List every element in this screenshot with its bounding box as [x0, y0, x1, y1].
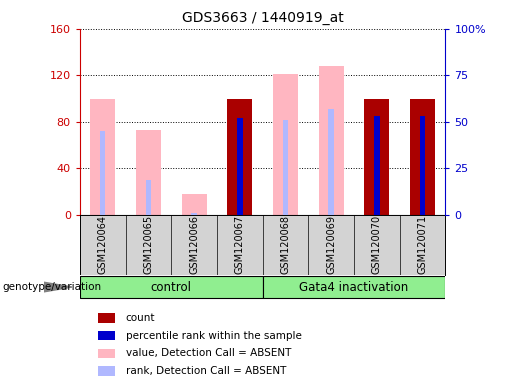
Bar [98, 349, 114, 358]
Bar [273, 74, 298, 215]
Text: GSM120070: GSM120070 [372, 215, 382, 274]
Bar [227, 99, 252, 215]
Text: percentile rank within the sample: percentile rank within the sample [126, 331, 301, 341]
Bar [420, 116, 425, 215]
Bar [283, 120, 288, 215]
Title: GDS3663 / 1440919_at: GDS3663 / 1440919_at [182, 11, 344, 25]
Text: GSM120064: GSM120064 [98, 215, 108, 274]
Bar [98, 331, 114, 341]
Text: rank, Detection Call = ABSENT: rank, Detection Call = ABSENT [126, 366, 286, 376]
Bar [136, 130, 161, 215]
Text: Gata4 inactivation: Gata4 inactivation [299, 281, 409, 293]
Bar [98, 313, 114, 323]
Bar [98, 366, 114, 376]
FancyBboxPatch shape [80, 276, 263, 298]
Bar [329, 109, 334, 215]
Text: GSM120069: GSM120069 [326, 215, 336, 274]
FancyBboxPatch shape [263, 276, 445, 298]
Bar [374, 116, 380, 215]
Text: GSM120066: GSM120066 [189, 215, 199, 274]
Text: GSM120067: GSM120067 [235, 215, 245, 274]
Text: GSM120065: GSM120065 [143, 215, 153, 274]
Text: count: count [126, 313, 155, 323]
Text: GSM120071: GSM120071 [418, 215, 427, 274]
Bar [100, 131, 106, 215]
Bar [410, 99, 435, 215]
Bar [237, 118, 243, 215]
Bar [319, 66, 344, 215]
Bar [192, 213, 197, 215]
Polygon shape [44, 282, 72, 292]
Bar [146, 180, 151, 215]
Bar [90, 99, 115, 215]
Text: control: control [151, 281, 192, 293]
Text: genotype/variation: genotype/variation [3, 282, 101, 292]
Bar [364, 99, 389, 215]
Bar [181, 194, 207, 215]
Text: GSM120068: GSM120068 [281, 215, 290, 274]
Text: value, Detection Call = ABSENT: value, Detection Call = ABSENT [126, 348, 291, 358]
